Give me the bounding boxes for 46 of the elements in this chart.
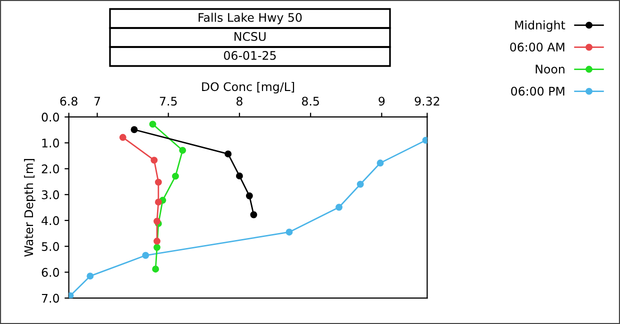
point: [250, 211, 258, 218]
y-tick-label: 2.0: [42, 164, 60, 174]
y-tick-label: 5.0: [42, 242, 60, 251]
legend-label: Noon: [536, 64, 564, 74]
point: [179, 146, 186, 154]
point: [150, 156, 158, 164]
point: [154, 238, 160, 245]
x-tick-label: 6.8: [60, 96, 78, 106]
y-tick-label: 7.0: [42, 294, 60, 303]
y-axis-title: Water Depth [m]: [24, 159, 36, 257]
text: 06-01-25: [224, 50, 276, 60]
x-tick-label: 7.5: [160, 96, 177, 106]
x-tick-label: 8.5: [302, 96, 319, 106]
point: [236, 172, 243, 180]
x-axis-title: DO Conc [mg/L]: [202, 82, 294, 94]
x-tick-label: 7: [94, 96, 100, 106]
point: [130, 126, 138, 134]
y-tick-label: 3.0: [42, 190, 60, 200]
point: [142, 252, 150, 259]
point: [356, 180, 364, 188]
legend-label: 06:00 PM: [511, 86, 564, 96]
point: [154, 178, 162, 186]
y-tick-label: 0.0: [42, 112, 60, 122]
point: [286, 228, 293, 236]
legend-label: 06:00 AM: [510, 42, 564, 52]
point: [86, 272, 94, 280]
point: [154, 218, 160, 225]
point: [224, 150, 232, 158]
point: [119, 134, 126, 141]
point: [336, 204, 342, 211]
y-tick-label: 4.0: [42, 216, 60, 226]
chart-title: Falls Lake Hwy 50: [198, 12, 302, 24]
x-tick-label: 9: [378, 96, 385, 106]
point: [149, 120, 156, 128]
x-tick-label: 9.32: [414, 96, 440, 106]
chart-subtitle: NCSU: [234, 32, 266, 41]
point: [376, 160, 384, 166]
point: [172, 172, 179, 180]
point: [154, 198, 162, 206]
y-tick-label: 1.0: [42, 138, 60, 148]
legend-label: Midnight: [515, 20, 566, 32]
point: [246, 192, 253, 200]
y-tick-label: 6.0: [42, 268, 60, 277]
point: [154, 244, 160, 251]
point: [152, 266, 160, 273]
x-tick-label: 8: [236, 96, 242, 106]
